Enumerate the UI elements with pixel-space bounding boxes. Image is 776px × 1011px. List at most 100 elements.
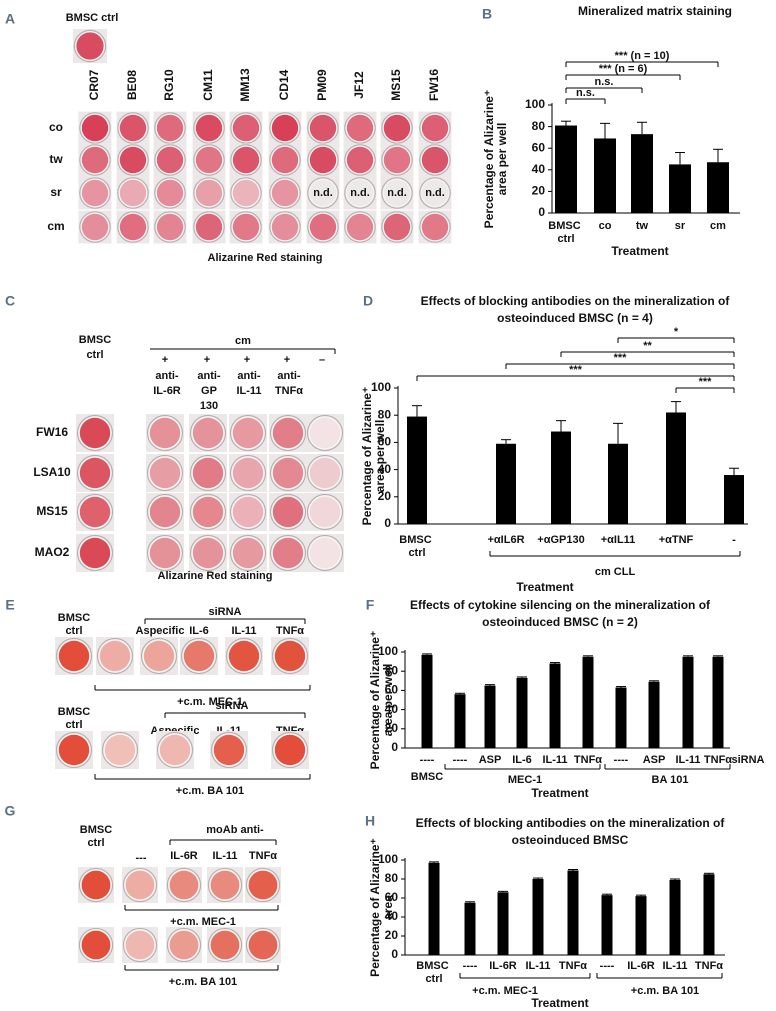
y-tick-label: 0 [391,740,398,754]
well-rim [306,534,344,572]
y-tick-label: 20 [378,489,392,503]
control-label: ctrl [65,719,82,731]
well-stain [58,734,90,766]
column-label: CD14 [277,69,291,100]
bar [496,443,516,524]
x-tick-label: ASP [479,754,502,766]
chart-title: Mineralized matrix staining [578,4,732,18]
x-tick-label-line: BMSC [416,960,451,972]
x-tick-label-line: BMSC [399,534,434,546]
condition-label: IL-6R [170,850,198,862]
y-tick-label: 80 [532,119,546,133]
x-axis-label: Treatment [611,244,668,258]
x-axis-label: Treatment [531,786,588,800]
sign-label: + [204,354,210,366]
bar [497,892,509,955]
x-tick-label: IL-6 [512,754,532,766]
well-stain [195,146,223,174]
condition-label: IL-11 [231,625,256,637]
well-stain [232,457,264,489]
condition-label: IL-11 [212,850,237,862]
significance-label: ** [643,340,652,352]
well-rim [122,867,158,903]
y-axis-label: Percentage of Alizarine⁺ [482,90,496,229]
panel-label: E [5,597,14,613]
well-stain [149,537,181,569]
y-tick-label: 40 [378,462,392,476]
well-stain [192,457,224,489]
row-label: sr [50,185,62,199]
well-stain [271,146,299,174]
control-label: BMSC [80,824,112,836]
well-stain [156,146,184,174]
x-tick-label: BMSC ctrl [416,960,451,985]
control-label: ctrl [65,625,82,637]
x-tick-label: IL-11 [542,754,567,766]
x-tick-label: IL-6R [627,960,655,972]
antibody-label: anti- [237,370,261,382]
y-axis-label: area per well [381,664,395,737]
x-tick-label: TNFα [704,754,732,766]
well-rim [344,177,376,209]
well-stain [383,146,411,174]
well-stain [272,417,304,449]
row-label: MAO2 [35,545,70,559]
significance-label: *** (n = 10) [615,50,670,62]
antibody-label: IL-11 [236,385,261,397]
row-label: FW16 [36,425,68,439]
bar [703,874,715,955]
condition-label: IL-6 [189,625,209,637]
well-rim [96,637,134,675]
significance-label: *** (n = 6) [599,63,648,75]
bar [608,443,628,524]
well-stain [248,870,278,900]
panel-label: D [363,293,373,309]
nd-label: n.d. [313,187,333,199]
significance-label: n.s. [576,87,595,99]
well-rim [193,177,225,209]
y-tick-label: 100 [378,644,398,658]
bar [551,431,571,524]
caption: Alizarine Red staining [208,252,323,264]
bar [669,164,691,213]
well-rim [189,414,227,452]
x-tick-label: cm [710,220,726,232]
y-axis-label: Percentage of Alizarine⁺ [360,387,374,526]
bar [532,879,544,955]
well-stain [79,457,111,489]
well-stain [272,537,304,569]
x-tick-label: IL-11 [525,960,550,972]
x-tick-label: ---- [614,754,629,766]
group-label: BA 101 [652,774,689,786]
well-rim [419,177,451,209]
well-stain [119,114,147,142]
bar [582,656,594,748]
well-stain [156,114,184,142]
well-stain [213,734,245,766]
well-rim [101,731,139,769]
group-label: MEC-1 [508,774,542,786]
sign-label: + [162,354,168,366]
well-rim [269,211,301,243]
condition-label: --- [136,852,147,864]
column-label: MS15 [389,69,403,101]
x-tick-label: TNFα [559,960,587,972]
chart-title: Effects of cytokine silencing on the min… [410,598,711,612]
medium-label: +c.m. BA 101 [176,785,244,797]
well-stain [421,114,449,142]
x-tick-label: +αGP130 [537,534,584,546]
group-label: siRNA [208,606,241,618]
well-stain [195,213,223,241]
bar [724,475,744,524]
significance-label: *** [569,364,583,376]
well-stain [346,213,374,241]
well-rim [229,534,267,572]
y-tick-label: 80 [385,871,399,885]
well-stain [228,640,260,672]
well-stain [81,179,109,207]
well-stain [104,734,136,766]
sign-label: + [284,354,290,366]
caption: Alizarine Red staining [158,570,273,582]
column-label: BE08 [125,70,139,100]
